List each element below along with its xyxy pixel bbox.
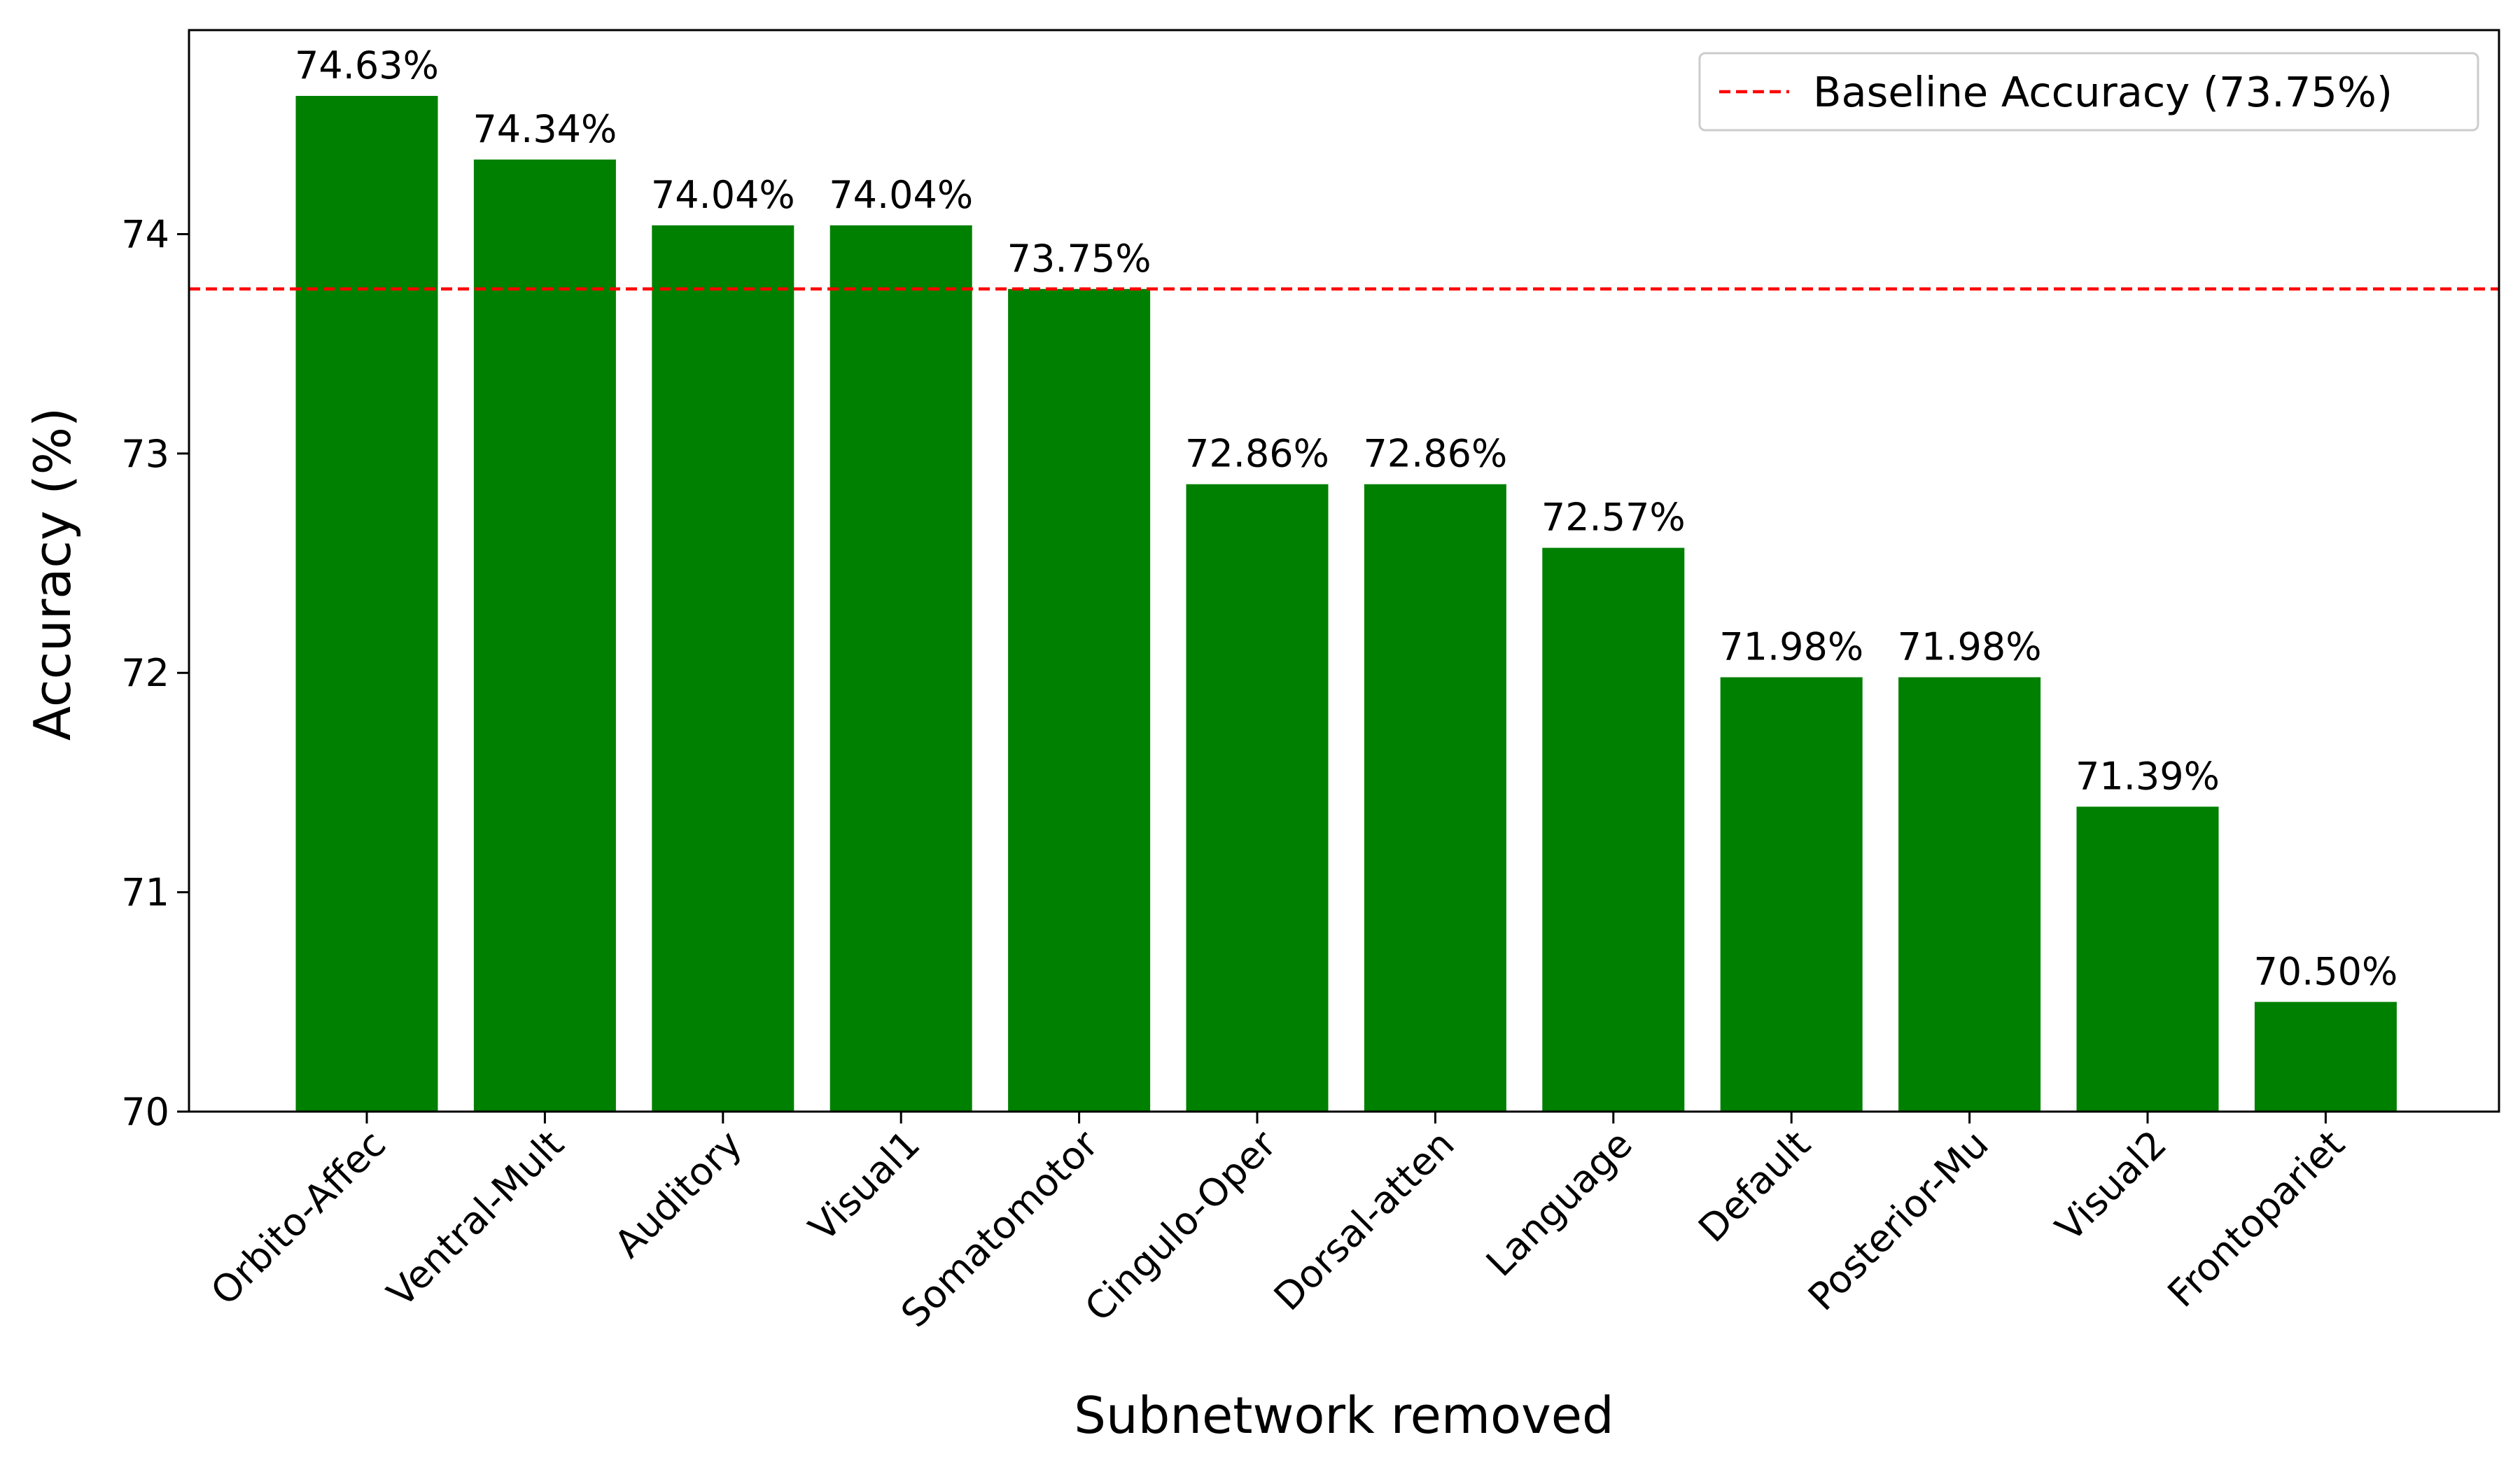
x-tick-label: Language	[1478, 1122, 1641, 1285]
x-tick-label: Posterior-Mu	[1800, 1122, 1997, 1320]
data-label: 74.04%	[651, 173, 795, 217]
x-tick-label: Dorsal-atten	[1266, 1122, 1463, 1320]
bar	[2254, 1002, 2397, 1112]
x-tick-label: Visual1	[801, 1122, 929, 1250]
axes-layer	[177, 29, 2500, 1124]
legend-label: Baseline Accuracy (73.75%)	[1813, 68, 2393, 116]
y-tick-label: 73	[121, 432, 169, 476]
bar	[1720, 677, 1863, 1112]
x-tick-label: Visual2	[2047, 1122, 2175, 1250]
data-label: 70.50%	[2253, 949, 2398, 993]
data-label: 73.75%	[1007, 237, 1152, 281]
bar	[652, 225, 794, 1112]
data-label: 72.57%	[1541, 496, 1686, 540]
data-label: 74.34%	[472, 107, 617, 151]
x-tick-label: Cingulo-Oper	[1077, 1121, 1285, 1330]
bar	[473, 159, 616, 1112]
data-label: 72.86%	[1363, 432, 1507, 476]
bar	[1542, 547, 1685, 1112]
legend: Baseline Accuracy (73.75%)	[1698, 52, 2479, 132]
bars-layer	[295, 96, 2397, 1112]
plot-frame	[188, 29, 2500, 1113]
data-label: 74.04%	[829, 173, 973, 217]
bar	[2076, 806, 2219, 1112]
x-tick-label: Default	[1690, 1122, 1819, 1251]
y-axis-title: Accuracy (%)	[23, 407, 82, 741]
y-tick-label: 74	[121, 212, 169, 256]
x-axis-title: Subnetwork removed	[1074, 1386, 1614, 1445]
bar	[1186, 484, 1329, 1112]
data-label: 72.86%	[1185, 432, 1329, 476]
x-tick-label: Frontopariet	[2160, 1122, 2353, 1316]
bar	[1364, 484, 1506, 1112]
data-label: 74.63%	[295, 43, 439, 88]
data-label: 71.98%	[1898, 624, 2042, 668]
legend-box	[1698, 52, 2479, 132]
bar	[1898, 677, 2041, 1112]
y-tick-label: 72	[121, 651, 169, 695]
data-label: 71.39%	[2076, 754, 2220, 798]
bar	[830, 225, 972, 1112]
bar	[295, 96, 438, 1112]
y-tick-label: 71	[121, 871, 169, 915]
y-tick-label: 70	[121, 1090, 169, 1134]
x-tick-label: Auditory	[606, 1122, 750, 1266]
x-tick-label: Ventral-Mult	[379, 1122, 573, 1316]
x-tick-label: Orbito-Affec	[202, 1122, 394, 1314]
data-label: 71.98%	[1719, 624, 1863, 668]
bar	[1008, 288, 1151, 1112]
